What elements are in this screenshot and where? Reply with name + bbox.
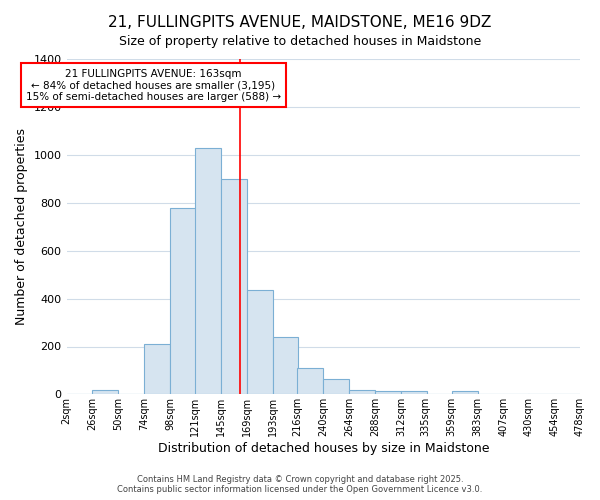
Bar [221, 179, 247, 394]
Bar [195, 148, 221, 394]
Text: 21, FULLINGPITS AVENUE, MAIDSTONE, ME16 9DZ: 21, FULLINGPITS AVENUE, MAIDSTONE, ME16 … [109, 15, 491, 30]
Bar [272, 337, 298, 394]
Bar [170, 208, 196, 394]
Bar [401, 391, 427, 394]
Bar [247, 290, 272, 395]
X-axis label: Distribution of detached houses by size in Maidstone: Distribution of detached houses by size … [158, 442, 489, 455]
Y-axis label: Number of detached properties: Number of detached properties [15, 128, 28, 325]
Bar [349, 390, 375, 394]
Text: Size of property relative to detached houses in Maidstone: Size of property relative to detached ho… [119, 35, 481, 48]
Bar [323, 379, 349, 394]
Bar [298, 368, 323, 394]
Text: 21 FULLINGPITS AVENUE: 163sqm
← 84% of detached houses are smaller (3,195)
15% o: 21 FULLINGPITS AVENUE: 163sqm ← 84% of d… [26, 68, 281, 102]
Bar [452, 391, 478, 394]
Bar [375, 391, 401, 394]
Bar [144, 344, 170, 395]
Text: Contains HM Land Registry data © Crown copyright and database right 2025.
Contai: Contains HM Land Registry data © Crown c… [118, 475, 482, 494]
Bar [92, 390, 118, 394]
